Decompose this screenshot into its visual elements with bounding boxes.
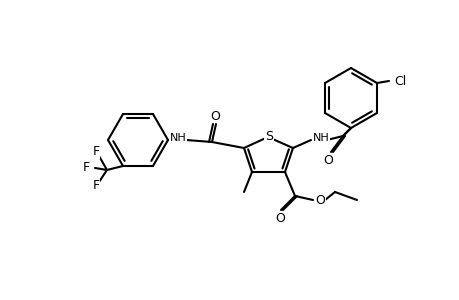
Text: O: O (322, 154, 332, 166)
Text: S: S (264, 130, 272, 142)
Text: F: F (92, 146, 99, 158)
Text: NH: NH (169, 133, 186, 143)
Text: F: F (82, 161, 90, 175)
Text: F: F (92, 179, 99, 193)
Text: O: O (314, 194, 324, 206)
Text: O: O (274, 212, 284, 224)
Text: NH: NH (312, 133, 329, 143)
Text: Cl: Cl (393, 74, 405, 88)
Text: O: O (210, 110, 219, 122)
